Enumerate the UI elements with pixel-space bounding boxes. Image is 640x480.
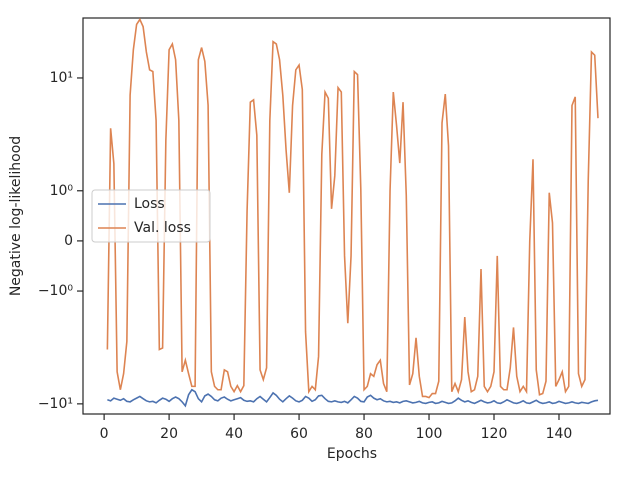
- y-tick-label: 0: [64, 233, 73, 249]
- legend-label: Val. loss: [134, 220, 191, 236]
- series-line: [107, 388, 599, 408]
- y-tick-label: 10⁰: [50, 183, 74, 199]
- x-tick-label: 120: [481, 426, 508, 442]
- x-tick-label: 60: [290, 426, 308, 442]
- x-axis-label: Epochs: [327, 446, 377, 462]
- series-line: [106, 17, 599, 399]
- y-axis-label: Negative log-likelihood: [8, 136, 24, 296]
- x-tick-label: 40: [225, 426, 243, 442]
- x-tick-label: 100: [416, 426, 443, 442]
- legend-box: [91, 189, 211, 243]
- legend: Loss Val. loss: [91, 189, 211, 243]
- y-tick-label: −10⁰: [38, 283, 74, 299]
- x-tick-label: 80: [355, 426, 373, 442]
- y-tick-label: −10¹: [38, 396, 73, 412]
- legend-label: Loss: [134, 196, 165, 212]
- x-tick-label: 140: [546, 426, 573, 442]
- x-tick-label: 20: [160, 426, 178, 442]
- y-tick-label: 10¹: [50, 70, 73, 86]
- x-tick-label: 0: [100, 426, 109, 442]
